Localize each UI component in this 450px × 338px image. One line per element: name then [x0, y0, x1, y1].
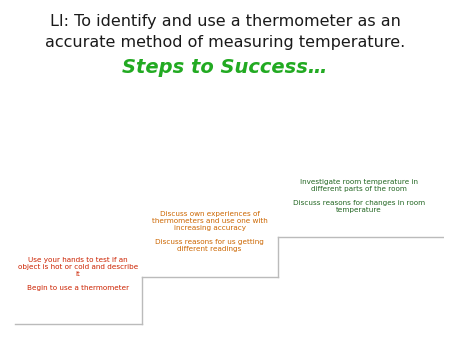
Text: LI: To identify and use a thermometer as an: LI: To identify and use a thermometer as…	[50, 15, 400, 29]
Text: Investigate room temperature in
different parts of the room

Discuss reasons for: Investigate room temperature in differen…	[292, 179, 425, 213]
Text: Discuss own experiences of
thermometers and use one with
increasing accuracy

Di: Discuss own experiences of thermometers …	[152, 211, 268, 252]
Text: Use your hands to test if an
object is hot or cold and describe
it

Begin to use: Use your hands to test if an object is h…	[18, 257, 138, 291]
Text: Steps to Success…: Steps to Success…	[122, 58, 328, 77]
Text: accurate method of measuring temperature.: accurate method of measuring temperature…	[45, 35, 405, 50]
